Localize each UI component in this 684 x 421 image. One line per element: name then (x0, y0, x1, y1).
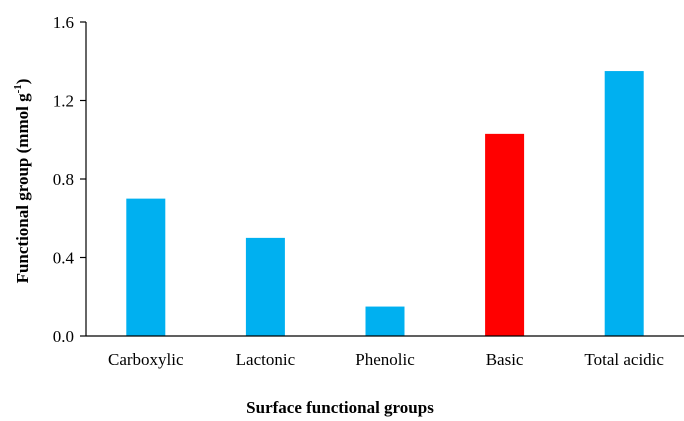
x-tick-label-total-acidic: Total acidic (584, 350, 664, 369)
bar-lactonic (245, 237, 285, 336)
y-tick-label: 0.8 (53, 170, 74, 189)
x-tick-label-lactonic: Lactonic (236, 350, 296, 369)
bar-carboxylic (126, 198, 166, 336)
y-axis-ticks: 0.0 0.4 0.8 1.2 1.6 (53, 13, 86, 346)
y-axis-title-close: ) (13, 79, 32, 85)
y-tick-label: 1.2 (53, 92, 74, 111)
x-tick-label-phenolic: Phenolic (355, 350, 415, 369)
bar-basic (485, 133, 525, 336)
x-tick-label-basic: Basic (486, 350, 524, 369)
y-axis-title-superscript: -1 (12, 84, 24, 93)
y-tick-label: 0.0 (53, 327, 74, 346)
bars-layer (126, 71, 644, 336)
y-tick-label: 1.6 (53, 13, 74, 32)
y-tick-label: 0.4 (53, 249, 75, 268)
x-tick-label-carboxylic: Carboxylic (108, 350, 184, 369)
bar-total-acidic (604, 71, 644, 336)
x-axis-title: Surface functional groups (246, 398, 434, 417)
y-axis-title-main: Functional group (mmol g (13, 93, 32, 284)
y-axis-title: Functional group (mmol g-1) (12, 79, 32, 284)
x-axis-ticks: Carboxylic Lactonic Phenolic Basic Total aci… (108, 350, 664, 369)
bar-phenolic (365, 306, 405, 336)
